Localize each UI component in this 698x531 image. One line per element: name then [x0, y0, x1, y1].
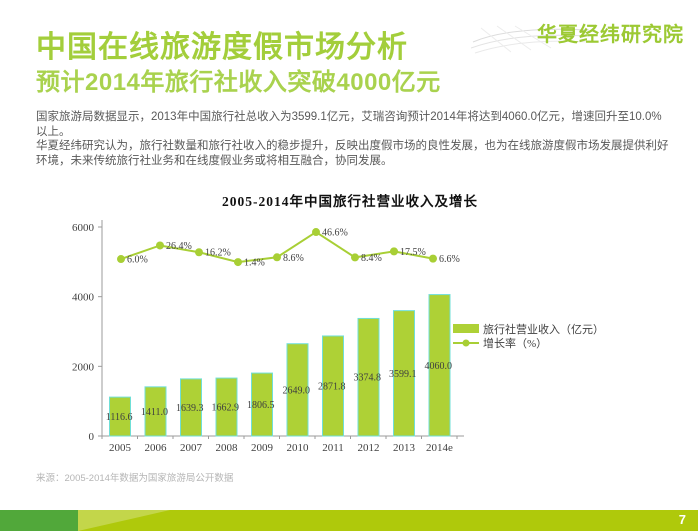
line-point-label-0: 6.0%	[127, 255, 148, 266]
x-axis-label-2010: 2010	[287, 442, 310, 454]
page-number: 7	[678, 512, 686, 527]
footer-bar: 7	[0, 510, 698, 531]
y-axis-tick-label: 4000	[72, 292, 95, 304]
y-axis-tick-label: 6000	[72, 222, 95, 234]
bar-2006	[144, 386, 167, 437]
logo-text: 华夏经纬研究院	[537, 24, 684, 46]
bar-2009	[251, 372, 273, 437]
bar-2007	[180, 378, 202, 437]
x-axis-label-2013: 2013	[393, 442, 416, 454]
bar-label-2007: 1639.3	[176, 403, 204, 414]
bar-label-2014e: 4060.0	[425, 361, 453, 372]
bar-label-2010: 2649.0	[283, 385, 311, 396]
line-point-label-4: 8.6%	[283, 253, 304, 264]
bar-2008	[215, 377, 238, 437]
bar-label-2013: 3599.1	[389, 369, 417, 380]
x-axis-label-2011: 2011	[322, 442, 344, 454]
legend-bar-swatch	[453, 324, 479, 333]
line-point-4	[273, 253, 281, 262]
bar-2014e	[428, 294, 451, 437]
line-point-3	[234, 258, 242, 267]
bar-2013	[393, 310, 415, 437]
line-point-label-2: 16.2%	[205, 248, 231, 259]
bar-2011	[322, 335, 344, 437]
x-axis-label-2014e: 2014e	[426, 442, 453, 454]
bar-label-2012: 3374.8	[354, 373, 382, 384]
bar-label-2009: 1806.5	[247, 400, 275, 411]
bar-2005	[109, 396, 131, 437]
y-axis-tick-label: 2000	[72, 361, 95, 373]
x-axis-label-2012: 2012	[358, 442, 380, 454]
page-title: 中国在线旅游度假市场分析	[36, 31, 408, 64]
line-point-label-1: 26.4%	[166, 241, 192, 252]
legend-line-label: 增长率（%）	[483, 336, 547, 350]
page-subtitle: 预计2014年旅行社收入突破4000亿元	[36, 69, 441, 96]
logo: 华夏经纬研究院	[471, 14, 686, 58]
line-point-label-7: 17.5%	[400, 247, 426, 258]
line-point-5	[312, 228, 320, 237]
line-point-8	[429, 254, 437, 263]
bar-2010	[286, 343, 309, 437]
line-point-7	[390, 247, 398, 256]
footer-accent-square	[0, 510, 78, 531]
x-axis-label-2008: 2008	[216, 442, 239, 454]
bar-label-2008: 1662.9	[212, 403, 240, 414]
line-point-0	[117, 255, 125, 264]
intro-text: 国家旅游局数据显示，2013年中国旅行社总收入为3599.1亿元，艾瑞咨询预计2…	[36, 110, 670, 168]
line-point-1	[156, 241, 164, 250]
line-point-label-6: 8.4%	[361, 253, 382, 264]
y-axis-tick-label: 0	[89, 431, 95, 443]
line-point-label-3: 1.4%	[244, 258, 265, 269]
legend-line-marker	[462, 339, 470, 347]
chart-title: 2005-2014年中国旅行社营业收入及增长	[222, 194, 478, 209]
line-point-6	[351, 253, 359, 262]
x-axis-label-2009: 2009	[251, 442, 274, 454]
bar-label-2006: 1411.0	[141, 407, 168, 418]
legend-bar-label: 旅行社营业收入（亿元）	[483, 322, 604, 336]
bar-label-2011: 2871.8	[318, 381, 346, 392]
intro-paragraph-2: 华夏经纬研究认为，旅行社数量和旅行社收入的稳步提升，反映出度假市场的良性发展，也…	[36, 140, 669, 167]
x-axis-label-2005: 2005	[109, 442, 132, 454]
footer-accent-triangle	[78, 510, 170, 531]
x-axis-label-2007: 2007	[180, 442, 203, 454]
line-point-label-5: 46.6%	[322, 228, 348, 239]
bar-label-2005: 1116.6	[106, 412, 133, 423]
source-note: 来源：2005-2014年数据为国家旅游局公开数据	[36, 473, 234, 484]
intro-paragraph-1: 国家旅游局数据显示，2013年中国旅行社总收入为3599.1亿元，艾瑞咨询预计2…	[36, 111, 662, 138]
logo-swoosh-icon	[471, 25, 590, 54]
revenue-growth-chart: 0 2000 4000 6000 1116.6 2005 1411.0 2006 1639.3 2…	[72, 220, 604, 454]
line-point-label-8: 6.6%	[439, 254, 460, 265]
bar-2012	[357, 317, 380, 437]
x-axis-label-2006: 2006	[145, 442, 168, 454]
line-point-2	[195, 248, 203, 257]
